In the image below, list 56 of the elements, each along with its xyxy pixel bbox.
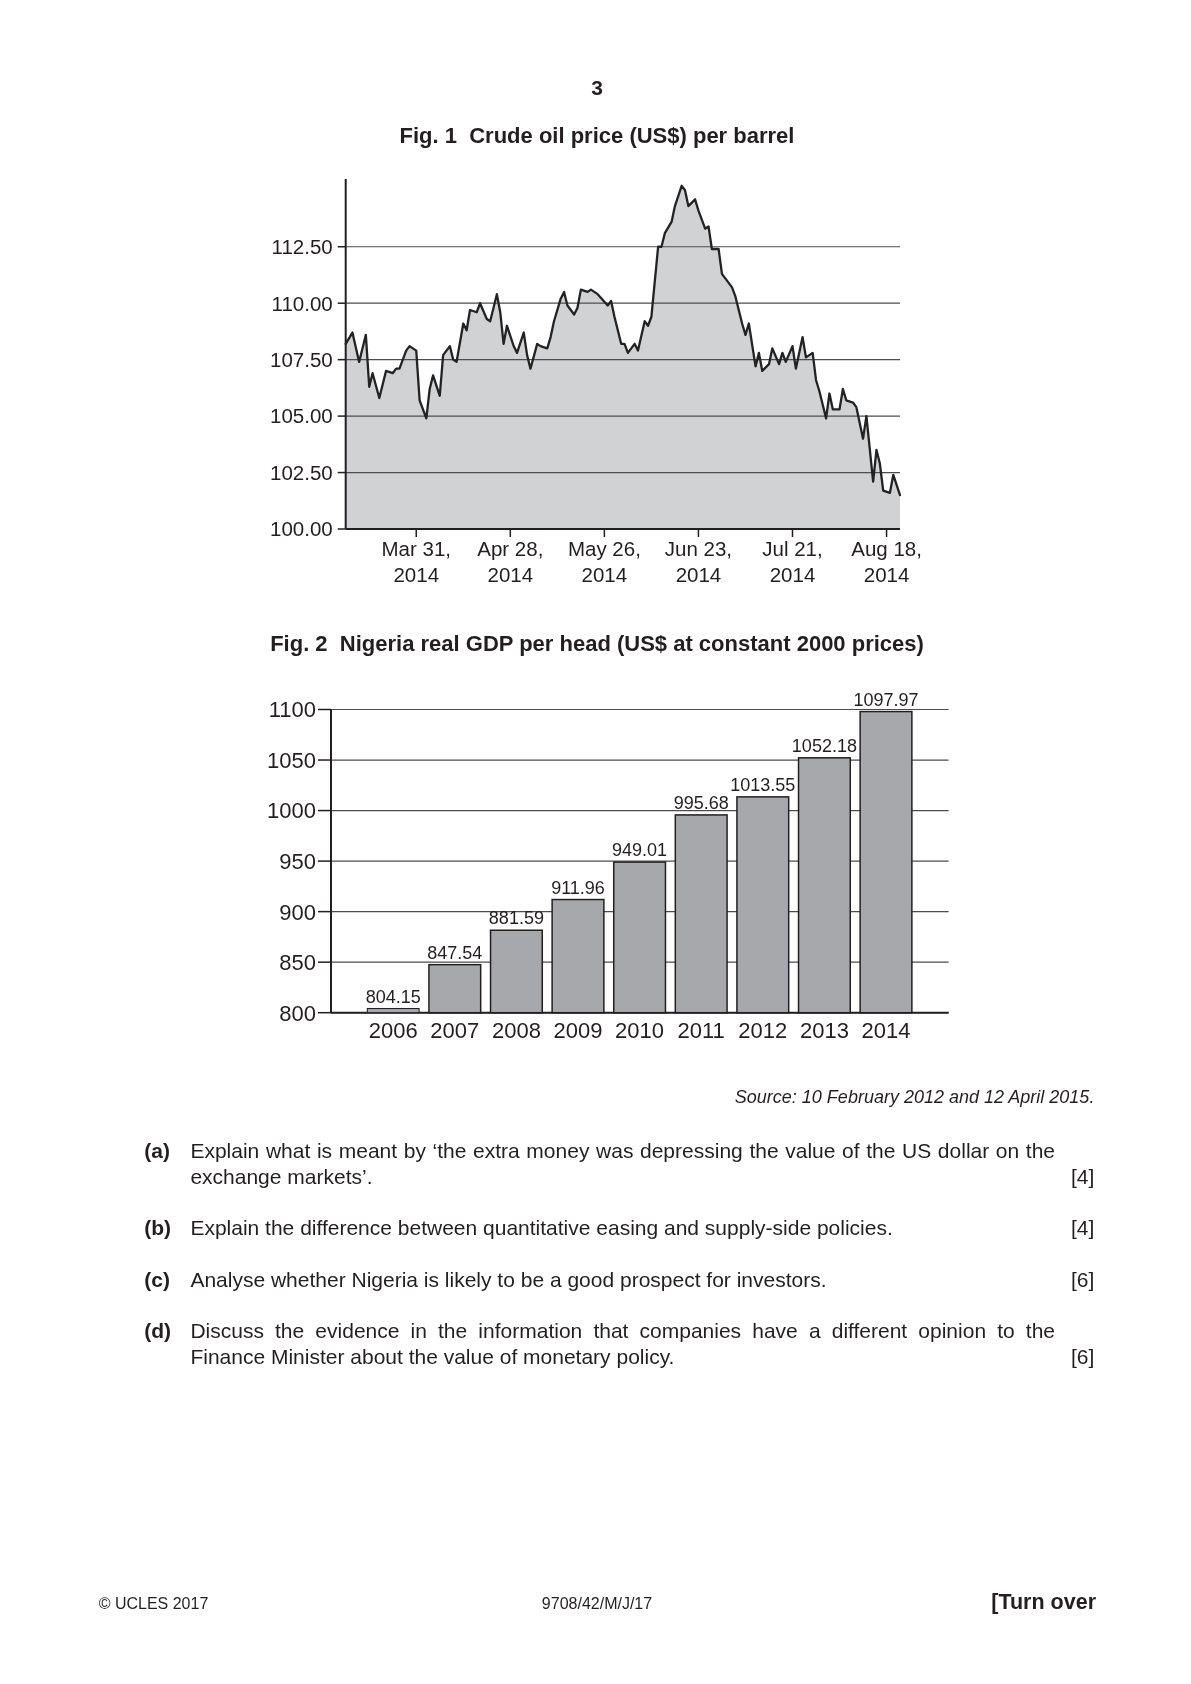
data-label: 995.68 (673, 792, 729, 813)
x-tick-label: 2006 (368, 1018, 418, 1044)
text: Discuss the evidence in the information that companies have a different opinion to the Finance Minister about the value of monetary policy. (190, 1319, 1056, 1369)
x-tick-label: Aug 18, 2014 (851, 537, 922, 586)
x-tick-label: 2007 (430, 1018, 480, 1044)
text: 9708/42/M/J/17 (541, 1594, 653, 1612)
x-tick-label: May 26, 2014 (567, 537, 641, 586)
x-tick-label: Jul 21, 2014 (762, 537, 823, 586)
data-label: 881.59 (488, 908, 544, 929)
data-label: 847.54 (427, 942, 483, 963)
text: Analyse whether Nigeria is likely to be a good prospect for investors. (190, 1267, 827, 1291)
y-tick-label: 102.50 (270, 460, 333, 484)
x-tick-label: 2009 (553, 1018, 603, 1044)
y-tick-label: 110.00 (271, 291, 333, 315)
x-tick-label: 2011 (677, 1018, 725, 1044)
x-tick-label: 2008 (491, 1018, 541, 1044)
y-tick-label: 950 (279, 849, 316, 875)
x-tick-label: 2014 (861, 1018, 911, 1044)
y-tick-label: 900 (279, 899, 316, 925)
text: (a) (144, 1138, 170, 1162)
data-label: 1052.18 (791, 735, 857, 756)
chart-title: Fig. 2 Nigeria real GDP per head (US$ at constant 2000 prices) (270, 631, 924, 656)
y-tick-label: 105.00 (270, 404, 333, 428)
y-tick-label: 850 (279, 950, 316, 976)
source-note: Source: 10 February 2012 and 12 April 2015. (734, 1087, 1095, 1107)
y-tick-label: 1100 (268, 697, 316, 723)
text: [4] (1071, 1164, 1095, 1188)
text: Explain the difference between quantitative easing and supply-side policies. (190, 1216, 893, 1240)
x-tick-label: Apr 28, 2014 (477, 537, 544, 586)
text: [4] (1071, 1216, 1095, 1240)
text: (c) (144, 1267, 170, 1291)
data-label: 804.15 (365, 986, 421, 1007)
x-tick-label: 2013 (799, 1018, 849, 1044)
text: (d) (144, 1319, 172, 1343)
chart-title: Fig. 1 Crude oil price (US$) per barrel (399, 123, 795, 148)
text: (b) (144, 1216, 172, 1240)
text: [6] (1071, 1267, 1095, 1291)
y-tick-label: 800 (279, 1000, 316, 1026)
text: 3 (591, 76, 603, 99)
text: Explain what is meant by ‘the extra money was depressing the value of the US dollar on the exchange markets’. (190, 1138, 1056, 1188)
x-tick-label: 2012 (738, 1018, 788, 1044)
text: © UCLES 2017 (98, 1594, 209, 1612)
y-tick-label: 107.50 (270, 348, 333, 372)
data-label: 911.96 (551, 877, 605, 898)
x-tick-label: 2010 (615, 1018, 665, 1044)
y-tick-label: 1000 (267, 798, 316, 824)
y-tick-label: 112.50 (271, 235, 333, 259)
x-tick-label: Mar 31, 2014 (381, 537, 451, 586)
y-tick-label: 1050 (267, 747, 316, 773)
text: [Turn over (991, 1589, 1097, 1614)
data-label: 1013.55 (730, 774, 796, 795)
data-label: 1097.97 (853, 689, 919, 710)
x-tick-label: Jun 23, 2014 (664, 537, 733, 586)
text: [6] (1071, 1345, 1095, 1369)
y-tick-label: 100.00 (270, 517, 333, 541)
data-label: 949.01 (612, 840, 668, 861)
